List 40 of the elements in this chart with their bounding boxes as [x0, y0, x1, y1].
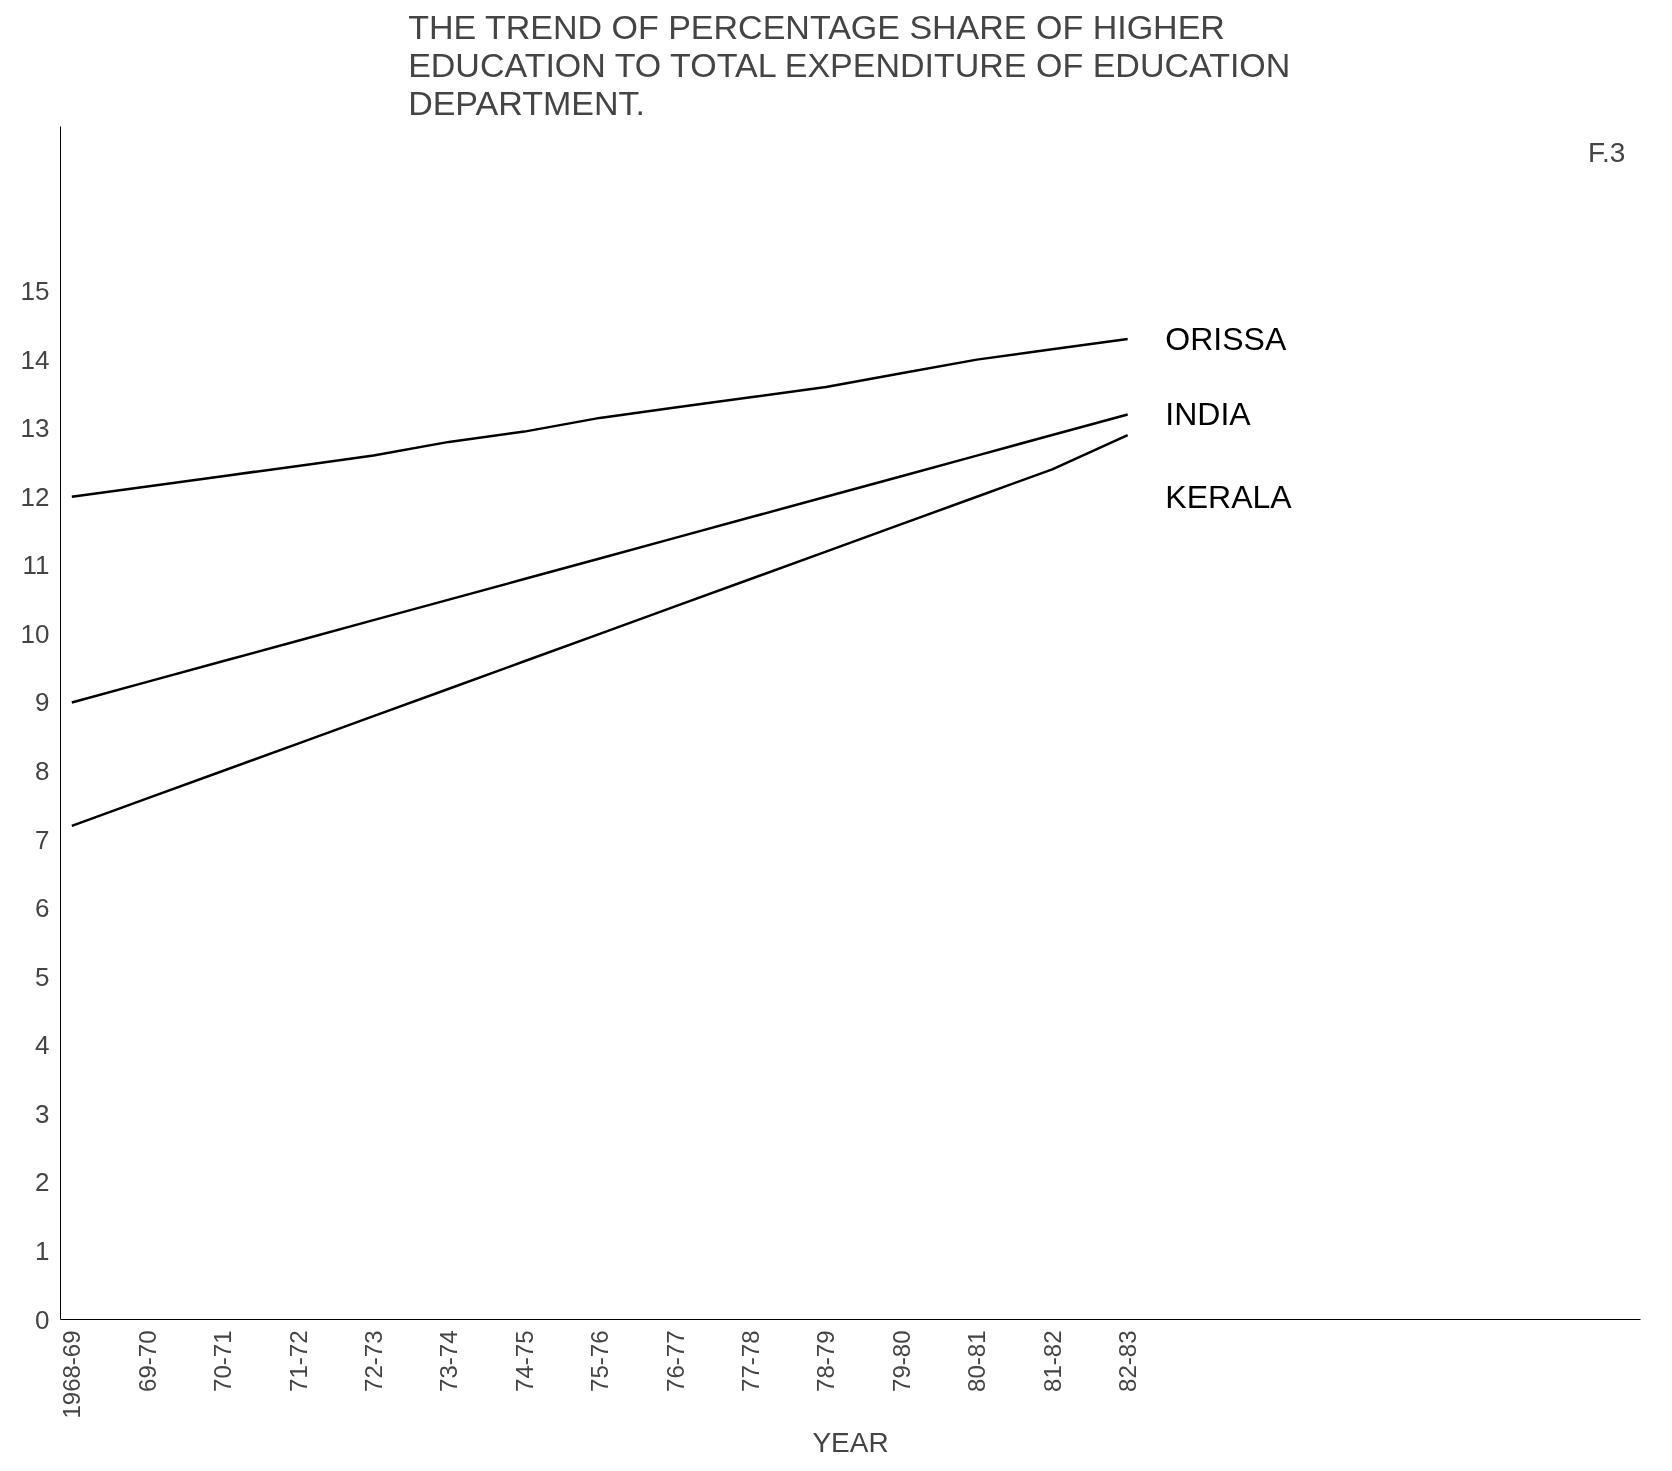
y-tick-label: 7: [35, 824, 50, 855]
y-tick-label: 13: [20, 413, 50, 444]
series-label: KERALA: [1165, 478, 1293, 515]
x-tick-label: 77-78: [737, 1330, 765, 1392]
line-series: [70, 337, 1129, 498]
y-tick-label: 15: [20, 276, 50, 307]
x-tick-label: 80-81: [963, 1330, 991, 1392]
x-tick-label: 69-70: [133, 1330, 161, 1392]
x-tick-label: 1968-69: [58, 1330, 86, 1419]
line-series: [70, 433, 1129, 828]
x-tick-label: 71-72: [284, 1330, 312, 1392]
x-tick-label: 81-82: [1038, 1330, 1066, 1392]
x-tick-label: 82-83: [1114, 1330, 1142, 1392]
y-tick-label: 4: [35, 1030, 50, 1061]
x-tick-label: 78-79: [812, 1330, 840, 1392]
chart-title: THE TREND OF PERCENTAGE SHARE OF HIGHER EDUCATION TO TOTAL EXPENDITURE OF EDUCATION DEPARTMENT.: [408, 7, 1291, 122]
y-tick-label: 8: [35, 755, 50, 786]
text: F.3: [1588, 136, 1626, 168]
series-label: INDIA: [1165, 396, 1252, 433]
y-tick-label: 2: [35, 1167, 50, 1198]
y-tick-label: 3: [35, 1098, 50, 1129]
y-tick-label: 12: [20, 481, 50, 512]
x-tick-label: 76-77: [661, 1330, 689, 1392]
y-tick-label: 10: [20, 618, 50, 649]
y-tick-label: 6: [35, 893, 50, 924]
y-tick-label: 9: [35, 687, 50, 718]
x-tick-label: 72-73: [359, 1330, 387, 1392]
line-series: [70, 413, 1129, 704]
y-tick-label: 0: [35, 1304, 50, 1335]
x-tick-label: 75-76: [586, 1330, 614, 1392]
y-tick-label: 5: [35, 961, 50, 992]
x-tick-label: 73-74: [435, 1330, 463, 1392]
x-axis-title: YEAR: [812, 1426, 889, 1458]
x-tick-label: 74-75: [510, 1330, 538, 1392]
y-tick-label: 14: [20, 344, 50, 375]
y-tick-label: 11: [22, 550, 50, 581]
x-tick-label: 70-71: [209, 1330, 237, 1392]
series-label: ORISSA: [1165, 321, 1287, 358]
y-tick-label: 1: [35, 1235, 50, 1266]
x-tick-label: 79-80: [887, 1330, 915, 1392]
